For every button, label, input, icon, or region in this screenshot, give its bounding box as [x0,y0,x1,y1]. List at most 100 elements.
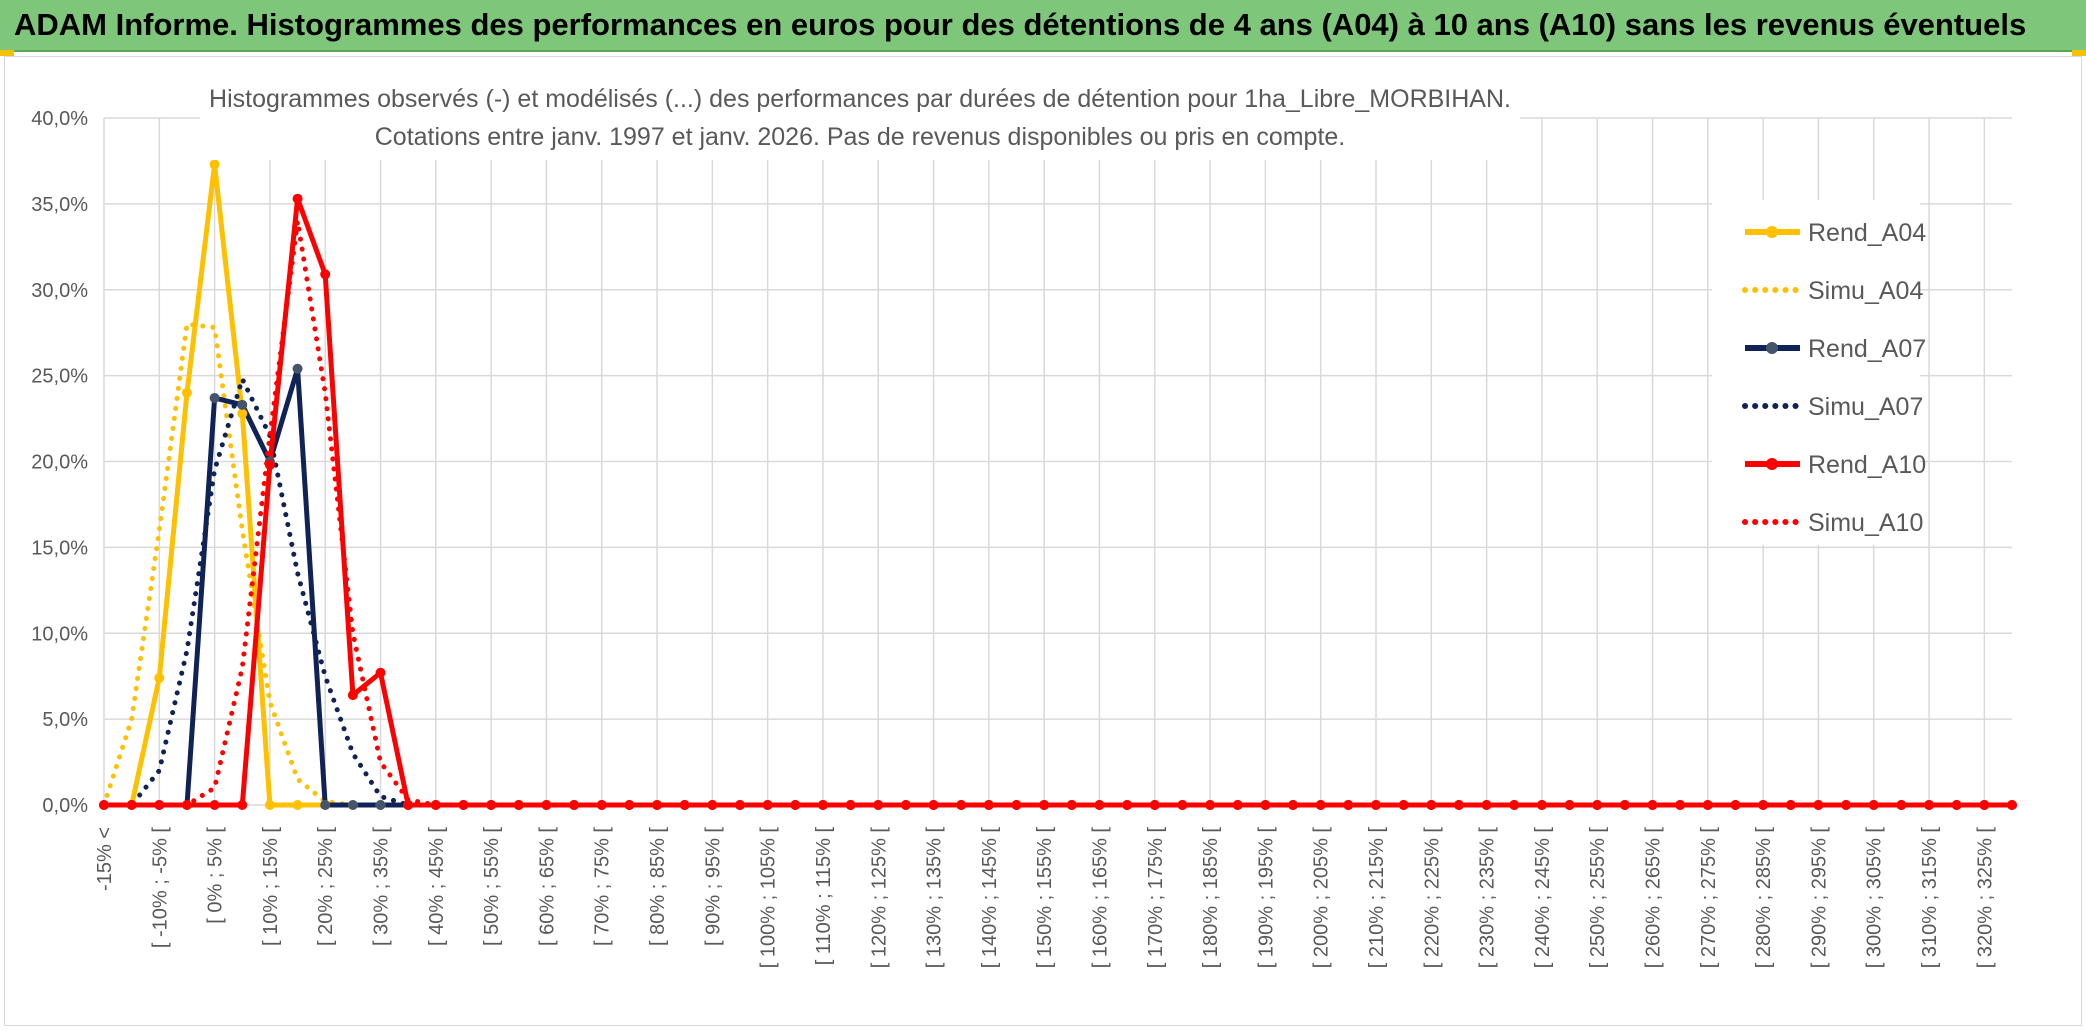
data-point-rend_a10 [679,800,690,810]
x-tick-label: [ 60% ; 65% [ [536,827,558,946]
x-tick-label: [ 40% ; 45% [ [426,827,448,946]
data-point-rend_a10 [513,800,524,810]
data-point-rend_a10 [1785,800,1796,810]
x-tick-label: [ 210% ; 215% [ [1366,827,1388,969]
legend-backdrop [1712,200,1920,545]
subtitle-backdrop [200,78,1520,160]
data-point-rend_a10 [762,800,773,810]
data-point-rend_a10 [1398,800,1409,810]
x-tick-label: -15% < [94,827,116,891]
corner-marker-left [0,50,14,56]
y-tick-label: 40,0% [31,108,88,130]
legend-label-simu_a04: Simu_A04 [1808,277,1923,305]
y-tick-label: 10,0% [31,623,88,645]
corner-marker-right [2072,50,2086,56]
data-point-rend_a10 [1039,800,1050,810]
data-point-rend_a10 [1702,800,1713,810]
legend-marker-rend_a07 [1766,342,1778,354]
data-point-rend_a10 [1232,800,1243,810]
data-point-rend_a10 [1536,800,1547,810]
x-axis: -15% < [ -10% ; -5% [[ 0% ; 5% [[ 10% ; 1… [94,827,1996,969]
data-point-rend_a10 [237,800,248,810]
data-point-rend_a10 [1564,800,1575,810]
x-tick-label: [ 310% ; 315% [ [1919,827,1941,969]
x-tick-label: [ 50% ; 55% [ [481,827,503,946]
data-point-rend_a04 [264,800,275,810]
data-point-rend_a10 [126,800,137,810]
series-line-rend_a10 [104,196,2012,808]
y-tick-label: 30,0% [31,280,88,302]
legend-label-rend_a10: Rend_A10 [1808,451,1926,479]
x-tick-label: [ 150% ; 155% [ [1034,827,1056,969]
data-point-rend_a10 [209,800,220,810]
legend-marker-rend_a04 [1766,226,1778,238]
series-group [99,159,2017,810]
data-point-rend_a10 [1924,800,1935,810]
data-point-rend_a10 [928,800,939,810]
data-point-rend_a10 [817,800,828,810]
data-point-rend_a10 [1371,800,1381,810]
chart-frame [4,56,2082,1026]
data-point-rend_a10 [1951,800,1962,810]
data-point-rend_a10 [264,459,275,470]
x-tick-label: [ 270% ; 275% [ [1698,827,1720,969]
y-tick-label: 5,0% [42,709,88,731]
data-point-rend_a10 [956,800,967,810]
data-point-rend_a10 [1481,800,1492,810]
x-tick-label: [ 200% ; 205% [ [1311,827,1333,969]
data-point-rend_a10 [652,800,663,810]
data-point-rend_a10 [1011,800,1022,810]
x-tick-label: [ 190% ; 195% [ [1255,827,1277,969]
data-point-rend_a07 [320,800,331,810]
chart-subtitle-line-2: Cotations entre janv. 1997 et janv. 2026… [375,123,1346,151]
x-tick-label: [ 30% ; 35% [ [371,827,393,946]
y-tick-label: 0,0% [42,795,88,817]
x-tick-label: [ 140% ; 145% [ [979,827,1001,969]
chart-subtitle-line-1: Histogrammes observés (-) et modélisés (… [209,85,1511,113]
x-tick-label: [ 290% ; 295% [ [1808,827,1830,969]
data-point-rend_a10 [403,800,414,810]
x-tick-label: [ 70% ; 75% [ [592,827,614,946]
x-tick-label: [ 130% ; 135% [ [924,827,946,969]
y-tick-label: 35,0% [31,194,88,216]
data-point-rend_a10 [1122,800,1133,810]
data-point-rend_a10 [320,269,331,280]
data-point-rend_a10 [845,800,856,810]
data-point-rend_a10 [1315,800,1326,810]
legend: Rend_A04 Simu_A04 Rend_A07 Simu_A07 Rend_A10… [1742,219,1926,537]
data-point-rend_a10 [1343,800,1354,810]
data-point-rend_a10 [1730,800,1741,810]
data-point-rend_a10 [1094,800,1105,810]
data-point-rend_a10 [1675,800,1686,810]
x-tick-label: [ -10% ; -5% [ [149,827,171,949]
data-point-rend_a10 [735,800,745,810]
data-point-rend_a10 [541,800,552,810]
data-point-rend_a10 [1205,800,1216,810]
data-point-rend_a10 [1592,800,1603,810]
x-tick-label: [ 230% ; 235% [ [1477,827,1499,969]
data-point-rend_a10 [1509,800,1520,810]
data-point-rend_a07 [237,399,248,410]
data-point-rend_a10 [181,800,192,810]
data-point-rend_a07 [209,392,220,403]
data-point-rend_a10 [983,800,994,810]
data-point-rend_a04 [237,408,248,419]
x-tick-label: [ 300% ; 305% [ [1864,827,1886,969]
x-tick-label: [ 90% ; 95% [ [702,827,724,946]
x-tick-label: [ 0% ; 5% [ [205,827,227,924]
data-point-rend_a10 [1758,800,1769,810]
data-point-rend_a10 [1426,800,1437,810]
x-tick-label: [ 120% ; 125% [ [868,827,890,969]
data-point-rend_a07 [375,800,386,810]
data-point-rend_a10 [430,800,441,810]
data-point-rend_a10 [624,800,635,810]
data-point-rend_a10 [486,800,497,810]
data-point-rend_a07 [347,800,358,810]
data-point-rend_a10 [1066,800,1077,810]
x-tick-label: [ 80% ; 85% [ [647,827,669,946]
report-header: ADAM Informe. Histogrammes des performan… [0,0,2086,52]
data-point-rend_a10 [1260,800,1271,810]
data-point-rend_a10 [1453,800,1464,810]
data-point-rend_a04 [292,800,303,810]
